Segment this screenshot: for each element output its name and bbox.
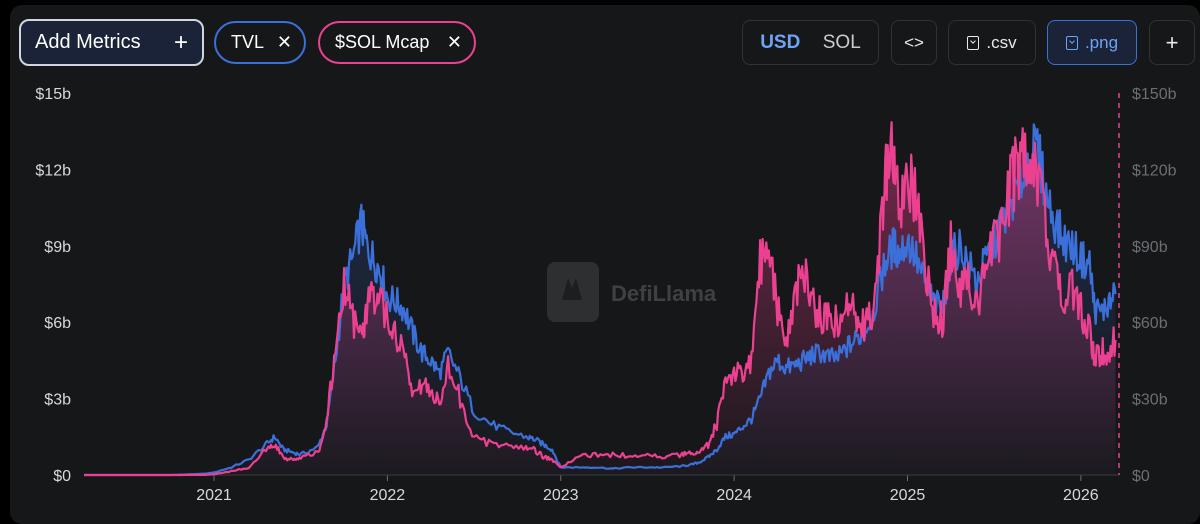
plus-icon: + <box>173 28 188 56</box>
left-axis: $0 $3b $6b $9b $12b $15b <box>35 86 71 485</box>
left-axis-tick-label: $12b <box>35 162 71 179</box>
add-chart-button[interactable]: + <box>1149 20 1195 65</box>
plus-icon: + <box>1165 29 1179 55</box>
currency-option-usd[interactable]: USD <box>760 31 801 53</box>
download-icon <box>967 35 980 50</box>
chart-toolbar: Add Metrics + TVL ✕ $SOL Mcap ✕ USD SOL … <box>0 0 1200 70</box>
sol-mcap-pill-label: $SOL Mcap <box>335 32 430 52</box>
download-csv-button[interactable]: .csv <box>948 20 1036 65</box>
right-axis-tick-label: $90b <box>1132 239 1168 256</box>
watermark: DefiLlama <box>547 262 717 322</box>
left-axis-tick-label: $9b <box>44 239 71 256</box>
currency-option-sol[interactable]: SOL <box>822 31 861 53</box>
left-axis-tick-label: $0 <box>53 468 71 485</box>
currency-toggle: USD SOL <box>742 20 879 65</box>
tvl-metric-pill[interactable]: TVL ✕ <box>214 21 306 64</box>
x-axis-tick-label: 2026 <box>1063 487 1099 504</box>
tvl-pill-label: TVL <box>231 32 265 52</box>
right-axis-tick-label: $150b <box>1132 86 1177 103</box>
llama-shape <box>562 278 582 300</box>
code-icon: <> <box>904 32 924 52</box>
left-axis-tick-label: $6b <box>44 315 71 332</box>
x-axis-tick-label: 2024 <box>716 487 752 504</box>
defillama-logo-icon <box>547 262 599 322</box>
sol-mcap-series-line <box>84 121 1117 477</box>
csv-label: .csv <box>986 32 1017 52</box>
png-label: .png <box>1084 32 1119 52</box>
add-metrics-label: Add Metrics <box>35 31 141 53</box>
x-axis-tick-label: 2021 <box>196 487 232 504</box>
left-axis-tick-label: $15b <box>35 86 71 103</box>
right-axis-tick-label: $0 <box>1132 468 1150 485</box>
x-axis: 2021 2022 2023 2024 2025 2026 <box>84 474 1119 504</box>
x-axis-tick-label: 2022 <box>370 487 406 504</box>
watermark-text: DefiLlama <box>611 281 717 306</box>
sol-mcap-metric-pill[interactable]: $SOL Mcap ✕ <box>318 21 476 64</box>
right-axis-tick-label: $120b <box>1132 162 1177 179</box>
right-axis-tick-label: $60b <box>1132 315 1168 332</box>
x-axis-tick-label: 2023 <box>543 487 579 504</box>
close-icon[interactable]: ✕ <box>276 32 292 52</box>
right-axis: $0 $30b $60b $90b $120b $150b <box>1132 86 1177 485</box>
sol-mcap-area <box>84 122 1116 475</box>
left-axis-tick-label: $3b <box>44 392 71 409</box>
download-icon <box>1065 35 1078 50</box>
close-icon[interactable]: ✕ <box>446 32 462 52</box>
right-axis-tick-label: $30b <box>1132 392 1168 409</box>
tvl-series-line <box>84 123 1117 477</box>
download-png-button[interactable]: .png <box>1047 20 1137 65</box>
embed-button[interactable]: <> <box>891 20 937 65</box>
add-metrics-button[interactable]: Add Metrics + <box>19 19 204 66</box>
x-axis-tick-label: 2025 <box>890 487 926 504</box>
